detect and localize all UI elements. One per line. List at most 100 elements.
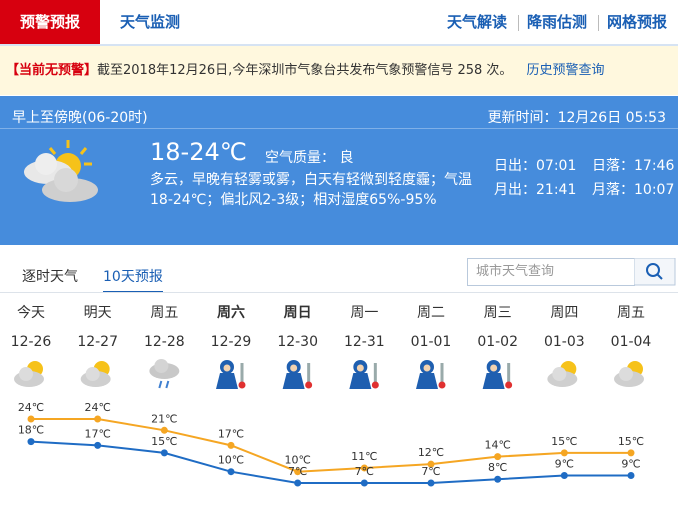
temp-label: 17℃ bbox=[218, 427, 244, 440]
temp-label: 9℃ bbox=[621, 457, 640, 470]
icon-cloud bbox=[552, 367, 567, 381]
date: 12-31 bbox=[344, 334, 385, 350]
date: 01-02 bbox=[477, 334, 518, 350]
weather-icon bbox=[14, 361, 44, 387]
temp-point bbox=[494, 453, 502, 461]
icon-thermo-bulb bbox=[438, 381, 446, 389]
temp-label: 10℃ bbox=[218, 454, 244, 467]
weekday: 今天 bbox=[17, 305, 45, 321]
icon-thermo-bulb bbox=[371, 381, 379, 389]
temp-label: 21℃ bbox=[151, 412, 177, 425]
sun-moon: 日出：07:01 bbox=[494, 155, 576, 175]
temperature: 18-24℃ bbox=[150, 138, 247, 166]
temp-point bbox=[360, 479, 368, 487]
temp-point bbox=[94, 415, 102, 423]
air-quality-value: 良 bbox=[339, 150, 354, 166]
temp-line bbox=[31, 418, 631, 473]
sun-moon-time: 07:01 bbox=[536, 158, 577, 174]
temp-point bbox=[427, 460, 435, 468]
weekday: 周四 bbox=[550, 305, 578, 321]
date: 01-01 bbox=[411, 334, 452, 350]
forecast-tab-active[interactable]: 10天预报 bbox=[103, 266, 163, 293]
weekday: 周三 bbox=[484, 305, 512, 321]
sun-moon: 月出：21:41 bbox=[494, 179, 576, 199]
icon-drop bbox=[165, 380, 170, 389]
temp-point bbox=[627, 471, 635, 479]
alert-bar: 【当前无预警】截至2018年12月26日,今年深圳市气象台共发布气象预警信号 2… bbox=[0, 46, 678, 95]
temp-point bbox=[227, 468, 235, 476]
separator bbox=[518, 15, 519, 31]
icon-body bbox=[216, 373, 238, 389]
temp-label: 17℃ bbox=[84, 427, 110, 440]
air-quality: 空气质量： 良 bbox=[265, 147, 353, 167]
alert-link[interactable]: 历史预警查询 bbox=[526, 63, 605, 78]
date: 12-27 bbox=[77, 334, 118, 350]
temp-point bbox=[160, 426, 168, 434]
date: 12-29 bbox=[211, 334, 252, 350]
temp-label: 8℃ bbox=[488, 461, 507, 474]
weekday: 周六 bbox=[217, 304, 245, 321]
icon-body bbox=[416, 373, 438, 389]
temp-label: 7℃ bbox=[355, 465, 374, 478]
icon-body bbox=[349, 373, 372, 389]
icon-thermo-bulb bbox=[305, 381, 313, 389]
period: 早上至傍晚(06-20时) bbox=[12, 110, 148, 126]
icon-cloud bbox=[154, 359, 169, 373]
icon-drop bbox=[158, 380, 163, 389]
sun-moon-time: 10:07 bbox=[634, 182, 675, 198]
search-button[interactable] bbox=[634, 258, 676, 286]
temp-point bbox=[427, 479, 435, 487]
temp-label: 7℃ bbox=[288, 465, 307, 478]
sun-moon: 日落：17:46 bbox=[592, 155, 674, 175]
update-value: 12月26日 05:53 bbox=[557, 110, 666, 126]
icon-thermo-bulb bbox=[505, 381, 513, 389]
icon-face bbox=[223, 364, 231, 372]
update-label: 更新时间： bbox=[487, 110, 558, 126]
forecast-tab[interactable]: 逐时天气 bbox=[22, 269, 78, 285]
nav-tab[interactable]: 天气监测 bbox=[120, 13, 181, 31]
temp-label: 15℃ bbox=[551, 435, 577, 448]
temp-point bbox=[494, 475, 502, 483]
icon-body bbox=[282, 373, 305, 389]
weekday: 周二 bbox=[417, 305, 445, 321]
today-panel: 早上至傍晚(06-20时) 更新时间：12月26日 05:53 18-24℃ 空… bbox=[0, 96, 678, 245]
description: 多云，早晚有轻雾或雾，白天有轻微到轻度霾；气温18-24℃；偏北风2-3级；相对… bbox=[150, 172, 472, 208]
sun-moon-label: 月出： bbox=[494, 182, 536, 198]
nav-link[interactable]: 降雨估测 bbox=[527, 13, 588, 31]
date: 01-04 bbox=[611, 334, 652, 350]
nav-bar: 预警预报 天气监测 天气解读 降雨估测 网格预报 bbox=[0, 0, 678, 46]
weekday: 周五 bbox=[617, 305, 645, 321]
weather-icon bbox=[349, 360, 379, 389]
temp-point bbox=[27, 415, 35, 423]
weather-icon bbox=[282, 360, 313, 389]
weather-icon bbox=[149, 359, 180, 389]
nav-tab-active[interactable]: 预警预报 bbox=[0, 0, 100, 44]
temp-label: 14℃ bbox=[484, 439, 510, 452]
forecast-chart: 今天 12-26 明天 12-27 周五 12-28 周六 12-29 周日 12-30 周一 12-… bbox=[11, 304, 652, 487]
nav-link[interactable]: 天气解读 bbox=[447, 13, 508, 31]
icon-face bbox=[356, 364, 364, 372]
icon-face bbox=[490, 364, 498, 372]
date: 12-26 bbox=[11, 334, 52, 350]
icon-cloud bbox=[619, 367, 633, 381]
temp-point bbox=[94, 441, 102, 449]
weekday: 周一 bbox=[350, 305, 378, 321]
weather-icon bbox=[216, 360, 246, 389]
icon-body bbox=[482, 373, 505, 389]
date: 12-30 bbox=[277, 334, 318, 350]
weekday: 周五 bbox=[150, 305, 178, 321]
weekday: 周日 bbox=[284, 305, 312, 321]
temp-point bbox=[294, 479, 302, 487]
divider bbox=[0, 292, 678, 293]
nav-link[interactable]: 网格预报 bbox=[607, 13, 668, 31]
search-input[interactable]: 城市天气查询 bbox=[467, 258, 635, 286]
temp-label: 15℃ bbox=[151, 435, 177, 448]
sun-moon-label: 日出： bbox=[494, 158, 536, 174]
temp-label: 12℃ bbox=[418, 446, 444, 459]
temp-point bbox=[560, 471, 568, 479]
air-quality-label: 空气质量： bbox=[265, 150, 335, 166]
temp-point bbox=[227, 441, 235, 449]
temp-label: 11℃ bbox=[351, 450, 377, 463]
temp-point bbox=[294, 468, 302, 476]
icon-thermo-bulb bbox=[238, 381, 246, 389]
